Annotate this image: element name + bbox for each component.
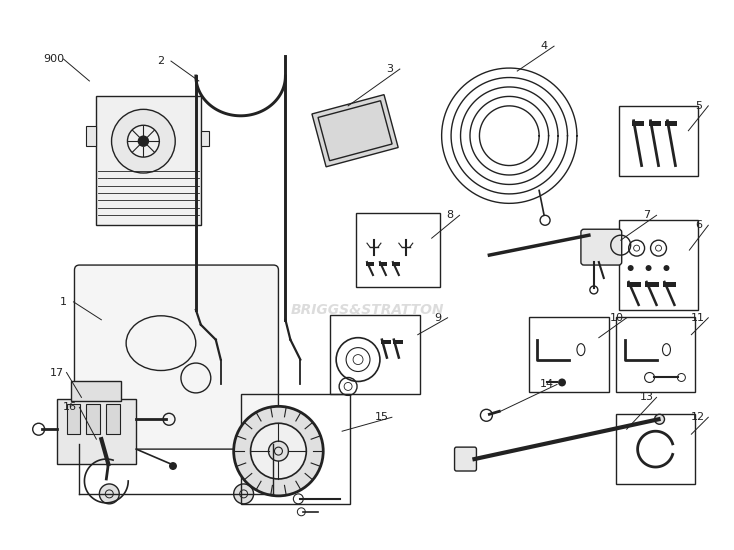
Polygon shape — [312, 95, 398, 167]
Text: 6: 6 — [695, 220, 702, 230]
Text: 3: 3 — [386, 64, 393, 74]
Bar — [529, 317, 608, 392]
Bar — [96, 96, 201, 225]
Circle shape — [628, 265, 633, 271]
Bar — [619, 221, 698, 310]
Circle shape — [664, 265, 669, 271]
Bar — [87, 404, 101, 434]
Bar — [616, 317, 695, 392]
Bar — [666, 121, 677, 126]
Text: 16: 16 — [62, 403, 76, 412]
FancyBboxPatch shape — [581, 229, 622, 265]
Text: 15: 15 — [375, 412, 389, 422]
Text: 2: 2 — [158, 56, 164, 66]
Bar — [57, 399, 137, 464]
Bar — [201, 131, 208, 146]
Text: 4: 4 — [540, 41, 548, 51]
Circle shape — [646, 265, 652, 271]
Text: 5: 5 — [695, 101, 702, 111]
Text: BRIGGS&STRATTON: BRIGGS&STRATTON — [290, 303, 444, 317]
FancyBboxPatch shape — [74, 265, 278, 449]
Circle shape — [558, 378, 566, 387]
Text: 14: 14 — [540, 379, 554, 389]
Bar — [366, 262, 374, 266]
Bar — [393, 340, 403, 344]
Bar — [106, 404, 120, 434]
Bar — [355, 213, 440, 288]
Circle shape — [250, 424, 306, 479]
Polygon shape — [318, 101, 392, 161]
Bar — [87, 126, 96, 146]
Text: 9: 9 — [434, 313, 441, 323]
Text: 8: 8 — [446, 210, 453, 221]
Bar — [619, 106, 698, 175]
Circle shape — [169, 462, 177, 470]
Bar — [379, 262, 387, 266]
Text: 11: 11 — [691, 313, 705, 323]
Text: 900: 900 — [43, 54, 64, 64]
Text: 17: 17 — [49, 367, 64, 377]
Text: 10: 10 — [610, 313, 624, 323]
Bar — [616, 414, 695, 484]
Circle shape — [233, 484, 253, 504]
Text: 13: 13 — [639, 392, 653, 403]
Text: 7: 7 — [643, 210, 650, 221]
Bar — [632, 121, 644, 126]
Text: 12: 12 — [691, 412, 705, 422]
Circle shape — [138, 135, 149, 147]
Bar — [644, 282, 658, 287]
Bar — [649, 121, 661, 126]
Text: 1: 1 — [60, 297, 67, 307]
Bar — [381, 340, 391, 344]
Circle shape — [128, 125, 159, 157]
Circle shape — [269, 441, 288, 461]
Bar — [330, 315, 420, 394]
Bar — [627, 282, 641, 287]
Bar — [71, 382, 121, 402]
Circle shape — [99, 484, 119, 504]
Circle shape — [112, 109, 175, 173]
Bar — [663, 282, 677, 287]
Circle shape — [655, 414, 664, 424]
Circle shape — [233, 406, 323, 496]
Bar — [241, 394, 350, 504]
FancyBboxPatch shape — [454, 447, 476, 471]
Bar — [392, 262, 400, 266]
Bar — [67, 404, 81, 434]
